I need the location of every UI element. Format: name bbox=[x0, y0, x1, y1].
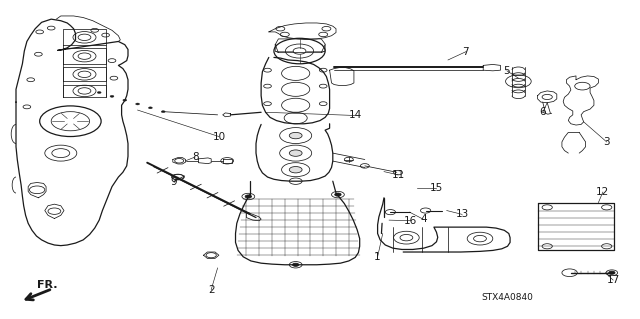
Text: FR.: FR. bbox=[37, 280, 58, 290]
Text: 5: 5 bbox=[504, 66, 510, 76]
Text: 7: 7 bbox=[463, 47, 469, 57]
Text: 10: 10 bbox=[212, 131, 225, 142]
Circle shape bbox=[110, 95, 114, 97]
Text: 13: 13 bbox=[456, 209, 468, 219]
Circle shape bbox=[136, 103, 140, 105]
Text: 2: 2 bbox=[208, 285, 214, 295]
Circle shape bbox=[289, 167, 302, 173]
Text: 3: 3 bbox=[604, 137, 610, 147]
Text: 8: 8 bbox=[192, 152, 198, 162]
Text: 1: 1 bbox=[374, 252, 381, 262]
Text: 16: 16 bbox=[404, 216, 417, 226]
Circle shape bbox=[148, 107, 152, 109]
Circle shape bbox=[292, 263, 299, 266]
Text: 9: 9 bbox=[171, 177, 177, 188]
Text: 15: 15 bbox=[430, 182, 443, 193]
Circle shape bbox=[245, 195, 252, 198]
Circle shape bbox=[123, 99, 127, 101]
Circle shape bbox=[289, 132, 302, 139]
Text: 14: 14 bbox=[349, 110, 362, 121]
Text: 11: 11 bbox=[392, 170, 404, 180]
Circle shape bbox=[609, 271, 615, 274]
Circle shape bbox=[97, 92, 101, 93]
Text: 12: 12 bbox=[596, 187, 609, 197]
Circle shape bbox=[289, 150, 302, 156]
Text: STX4A0840: STX4A0840 bbox=[481, 293, 533, 302]
Circle shape bbox=[161, 111, 165, 113]
Text: 6: 6 bbox=[540, 107, 546, 117]
Text: 17: 17 bbox=[607, 275, 620, 285]
Text: 4: 4 bbox=[420, 214, 427, 225]
Circle shape bbox=[335, 193, 341, 196]
